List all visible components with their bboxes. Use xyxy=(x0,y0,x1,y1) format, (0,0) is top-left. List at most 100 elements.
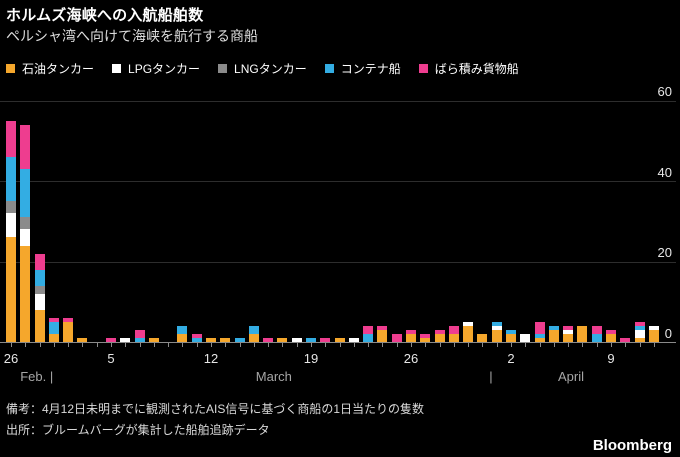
axis-tick-Mar23 xyxy=(368,343,370,347)
axis-tick-Mar5 xyxy=(111,343,112,347)
month-label-: | xyxy=(489,369,493,384)
footnote: 備考：4月12日未明までに観測されたAIS信号に基づく商船の1日当たりの隻数 xyxy=(6,402,425,416)
x-axis-label-2: 2 xyxy=(507,351,515,366)
axis-tick-Apr10 xyxy=(625,343,627,347)
bar-segment-ばら積み貨物船-Mar28 xyxy=(434,329,445,334)
bar-segment-LPGタンカー-Feb27 xyxy=(20,229,31,246)
axis-tick-Apr2 xyxy=(511,343,512,347)
axis-tick-Mar21 xyxy=(339,343,341,347)
month-label-Feb: Feb. | xyxy=(20,369,54,384)
bar-segment-石油タンカー-Apr1 xyxy=(491,329,502,342)
bar-segment-石油タンカー-Mar3 xyxy=(77,337,88,342)
bar-segment-ばら積み貨物船-Apr4 xyxy=(534,321,545,334)
axis-tick-Mar30 xyxy=(468,343,470,347)
axis-tick-Mar6 xyxy=(125,343,127,347)
bar-segment-コンテナ船-Mar14 xyxy=(234,337,245,342)
x-axis-line xyxy=(0,342,676,343)
bar-segment-LPGタンカー-Apr6 xyxy=(563,329,574,334)
axis-tick-Mar12 xyxy=(211,343,212,347)
axis-tick-Apr7 xyxy=(582,343,584,347)
axis-tick-Mar8 xyxy=(153,343,155,347)
legend-label: LPGタンカー xyxy=(128,62,201,76)
bar-segment-石油タンカー-Mar31 xyxy=(477,333,488,342)
bar-segment-コンテナ船-Apr8 xyxy=(591,333,602,342)
legend-item-container-ship: コンテナ船 xyxy=(324,60,401,77)
axis-tick-Apr12 xyxy=(653,343,655,347)
bar-segment-石油タンカー-Mar15 xyxy=(248,333,259,342)
bar-segment-コンテナ船-Mar19 xyxy=(306,337,316,342)
bar-segment-石油タンカー-Apr5 xyxy=(548,329,559,342)
bar-segment-石油タンカー-Feb27 xyxy=(20,245,31,342)
bar-segment-石油タンカー-Apr7 xyxy=(577,325,588,342)
gridline-40 xyxy=(0,181,676,183)
bar-segment-石油タンカー-Mar10 xyxy=(177,333,188,342)
bar-segment-ばら積み貨物船-Feb26 xyxy=(6,120,16,158)
x-axis-label-19: 19 xyxy=(303,351,319,366)
axis-tick-Apr5 xyxy=(553,343,555,347)
legend-swatch-icon xyxy=(6,64,15,73)
bar-segment-ばら積み貨物船-Mar29 xyxy=(448,325,459,334)
axis-tick-Mar29 xyxy=(453,343,455,347)
legend-swatch-icon xyxy=(218,64,228,73)
y-axis-label-60: 60 xyxy=(657,84,672,100)
axis-tick-Apr3 xyxy=(525,343,527,347)
axis-tick-Apr6 xyxy=(568,343,570,347)
legend-swatch-icon xyxy=(418,64,428,73)
x-axis-label-5: 5 xyxy=(107,351,115,366)
axis-tick-Mar19 xyxy=(311,343,312,347)
legend-label: コンテナ船 xyxy=(340,62,401,76)
legend-item-lng-tanker: LNGタンカー xyxy=(218,60,307,77)
x-axis-label-26: 26 xyxy=(403,351,419,366)
bar-segment-石油タンカー-Mar21 xyxy=(334,337,345,342)
bar-segment-ばら積み貨物船-Mar11 xyxy=(191,333,202,338)
bar-segment-石油タンカー-Feb28 xyxy=(34,309,45,342)
bar-segment-LNGタンカー-Feb27 xyxy=(20,217,31,230)
legend-swatch-icon xyxy=(324,64,334,73)
axis-tick-Mar20 xyxy=(325,343,327,347)
bar-segment-LNGタンカー-Feb26 xyxy=(6,201,16,214)
bar-segment-石油タンカー-Mar28 xyxy=(434,333,445,342)
bloomberg-logo: Bloomberg xyxy=(592,437,672,454)
axis-tick-Apr8 xyxy=(596,343,598,347)
axis-tick-Mar16 xyxy=(268,343,270,347)
axis-tick-Mar10 xyxy=(182,343,184,347)
bar-segment-コンテナ船-Mar7 xyxy=(134,337,145,342)
bar-segment-コンテナ船-Mar10 xyxy=(177,325,188,334)
axis-tick-Feb27 xyxy=(25,343,27,347)
bar-segment-LPGタンカー-Apr3 xyxy=(520,333,531,342)
axis-tick-Mar3 xyxy=(82,343,84,347)
bar-segment-ばら積み貨物船-Feb28 xyxy=(34,253,45,270)
legend-item-oil-tanker: 石油タンカー xyxy=(6,60,94,77)
bar-segment-LPGタンカー-Feb26 xyxy=(6,213,16,238)
axis-tick-Mar2 xyxy=(68,343,70,347)
y-axis-label-40: 40 xyxy=(657,164,672,180)
axis-tick-Mar15 xyxy=(253,343,255,347)
chart-legend: 石油タンカー LPGタンカー LNGタンカー コンテナ船 ばら積み貨物船 xyxy=(6,60,519,77)
bar-segment-LPGタンカー-Mar30 xyxy=(463,321,474,326)
bar-segment-ばら積み貨物船-Mar7 xyxy=(134,329,145,338)
legend-label: LNGタンカー xyxy=(234,62,307,76)
axis-tick-Mar1 xyxy=(53,343,55,347)
axis-tick-Mar11 xyxy=(196,343,198,347)
bar-segment-石油タンカー-Apr6 xyxy=(563,333,574,342)
bar-segment-LPGタンカー-Apr11 xyxy=(634,329,645,338)
bar-segment-ばら積み貨物船-Mar20 xyxy=(320,337,331,342)
axis-tick-Apr11 xyxy=(639,343,641,347)
bar-segment-石油タンカー-Mar29 xyxy=(448,333,459,342)
bar-segment-石油タンカー-Apr12 xyxy=(648,329,659,342)
axis-tick-Mar26 xyxy=(411,343,412,347)
bar-segment-石油タンカー-Mar8 xyxy=(148,337,159,342)
axis-tick-Apr9 xyxy=(611,343,612,347)
bar-segment-ばら積み貨物船-Apr6 xyxy=(563,325,574,330)
bar-segment-ばら積み貨物船-Mar25 xyxy=(391,333,402,342)
month-label-April: April xyxy=(557,369,584,384)
bar-segment-コンテナ船-Feb27 xyxy=(20,169,31,218)
axis-tick-Mar18 xyxy=(296,343,298,347)
axis-tick-Apr1 xyxy=(496,343,498,347)
bar-segment-ばら積み貨物船-Mar5 xyxy=(106,337,116,342)
legend-swatch-icon xyxy=(112,64,122,73)
bar-segment-コンテナ船-Apr1 xyxy=(491,321,502,326)
bar-segment-コンテナ船-Apr4 xyxy=(534,333,545,338)
bar-segment-石油タンカー-Feb26 xyxy=(6,237,16,342)
month-label-March: March xyxy=(255,369,292,384)
